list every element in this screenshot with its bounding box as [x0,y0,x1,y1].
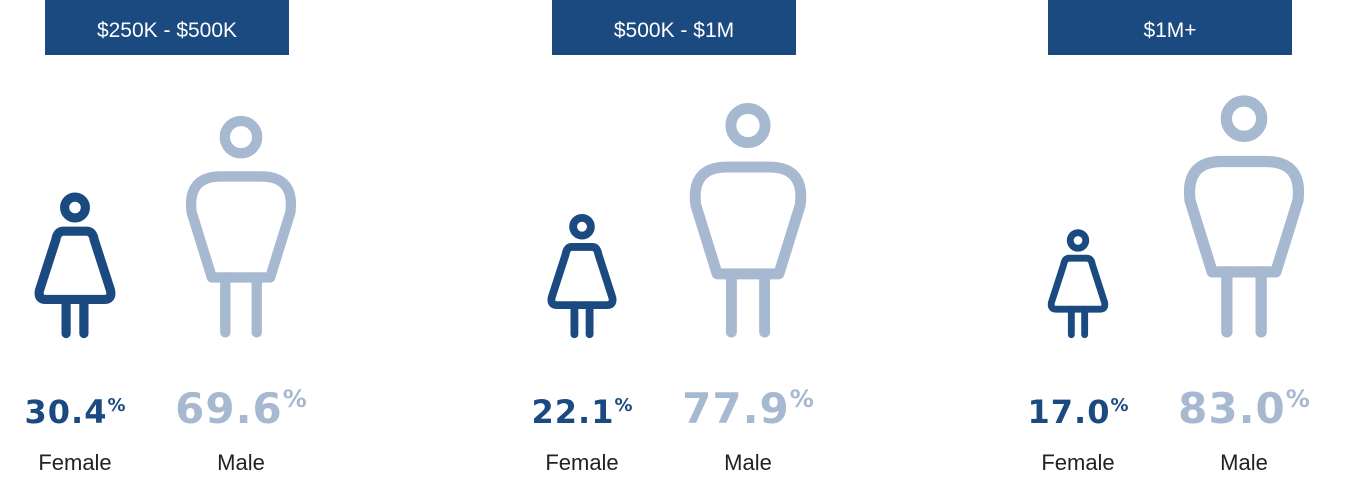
person-icon [34,192,116,339]
category-label: $500K - $1M [614,19,734,42]
icon-head [1066,229,1090,252]
value-label: 30.4% [25,393,126,431]
value-label: 17.0% [1028,393,1129,431]
icon-legs [220,272,262,338]
icon-body [185,171,297,283]
value-label: 69.6% [175,384,307,433]
person-icon [1047,229,1109,339]
value-unit: % [1110,395,1128,416]
icon-legs [1221,266,1267,338]
icon-head [725,102,771,149]
icon-head [219,115,263,159]
icon-body [689,161,807,280]
legend-label: Female [545,450,618,475]
icon-head [60,192,90,223]
value-number: 77.9 [682,384,790,433]
value-number: 69.6 [175,384,283,433]
person-icon [185,115,297,338]
value-unit: % [614,395,632,416]
person-icon [689,102,807,338]
icon-legs [1067,305,1089,339]
icon-legs [61,294,89,339]
legend-label: Male [1220,450,1268,475]
legend-label: Female [1041,450,1114,475]
category-header [1048,0,1292,55]
value-number: 22.1 [532,393,615,431]
value-number: 30.4 [25,393,108,431]
icon-head [1220,95,1268,142]
category-header [552,0,796,55]
value-number: 83.0 [1178,384,1286,433]
value-unit: % [107,395,125,416]
legend-label: Male [217,450,265,475]
value-number: 17.0 [1028,393,1111,431]
person-icon [1183,95,1305,338]
icon-head [569,213,595,240]
value-label: 22.1% [532,393,633,431]
icon-body [34,226,116,305]
legend-label: Female [38,450,111,475]
icon-body [1183,155,1305,278]
person-icon [547,213,617,339]
icon-body [1047,254,1109,313]
value-label: 83.0% [1178,384,1310,433]
category-label: $250K - $500K [97,19,237,42]
value-label: 77.9% [682,384,814,433]
category-label: $1M+ [1143,19,1196,42]
icon-body [547,243,617,310]
icon-legs [570,301,594,339]
icon-legs [725,268,771,338]
value-unit: % [283,385,307,413]
value-unit: % [790,385,814,413]
category-header [45,0,289,55]
value-unit: % [1286,385,1310,413]
legend-label: Male [724,450,772,475]
